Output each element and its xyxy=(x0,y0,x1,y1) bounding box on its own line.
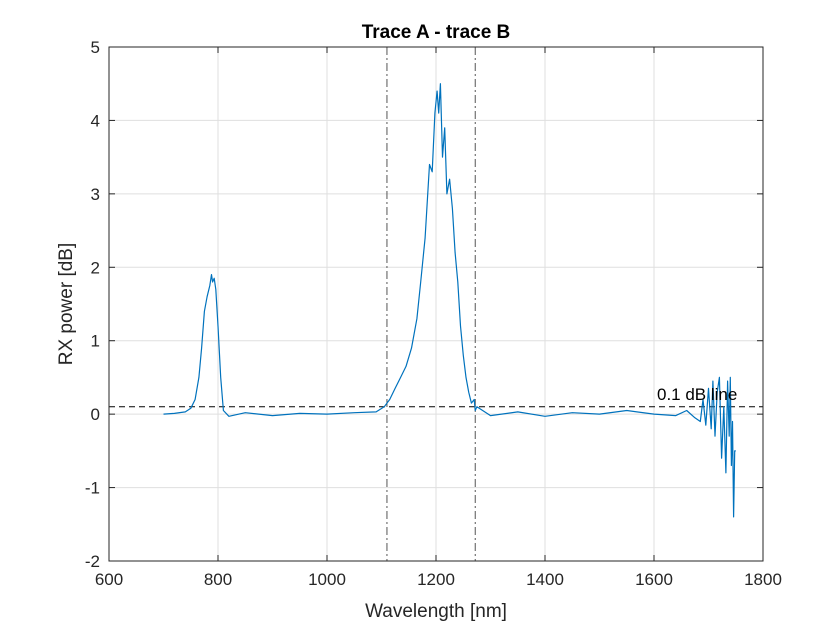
y-tick-label: 4 xyxy=(91,111,100,130)
reference-line-label: 0.1 dB line xyxy=(657,385,737,404)
y-tick-label: 5 xyxy=(91,38,100,57)
x-axis-label: Wavelength [nm] xyxy=(365,601,507,622)
y-tick-label: -2 xyxy=(85,552,100,571)
x-tick-label: 1600 xyxy=(635,570,673,589)
x-tick-label: 1400 xyxy=(526,570,564,589)
reference-lines xyxy=(109,47,763,561)
x-tick-label: 1800 xyxy=(744,570,782,589)
y-axis-label: RX power [dB] xyxy=(56,243,77,366)
chart-title: Trace A - trace B xyxy=(362,22,511,43)
x-tick-label: 1200 xyxy=(417,570,455,589)
x-tick-label: 1000 xyxy=(308,570,346,589)
y-tick-label: -1 xyxy=(85,479,100,498)
y-axis-ticks: -2 -1 0 1 2 3 4 5 xyxy=(85,38,763,571)
y-tick-label: 1 xyxy=(91,332,100,351)
x-tick-label: 800 xyxy=(204,570,232,589)
y-tick-label: 3 xyxy=(91,185,100,204)
x-axis-ticks: 600 800 1000 1200 1400 1600 1800 xyxy=(95,47,782,589)
series-layer xyxy=(163,83,736,518)
x-tick-label: 600 xyxy=(95,570,123,589)
y-tick-label: 0 xyxy=(91,405,100,424)
series-line xyxy=(163,83,736,518)
y-tick-label: 2 xyxy=(91,258,100,277)
